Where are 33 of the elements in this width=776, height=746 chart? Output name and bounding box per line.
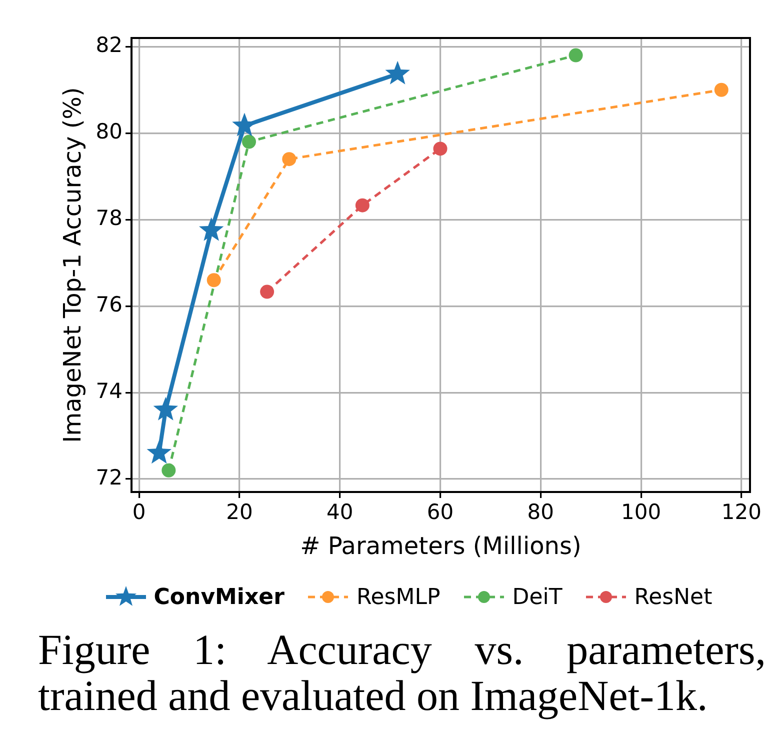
point xyxy=(433,142,448,156)
y-axis-title: ImageNet Top-1 Accuracy (%) xyxy=(58,87,87,443)
y-tick-label: 78 xyxy=(96,206,123,230)
y-tick-label: 76 xyxy=(96,292,123,317)
legend-label: DeiT xyxy=(512,584,562,610)
x-tick-label: 120 xyxy=(721,500,762,524)
x-tick-label: 40 xyxy=(326,500,354,524)
legend-label: ConvMixer xyxy=(154,584,284,610)
x-axis-title: # Parameters (Millions) xyxy=(300,532,582,560)
point xyxy=(568,48,583,62)
point xyxy=(198,217,224,241)
point xyxy=(146,440,172,464)
y-tick-label: 72 xyxy=(96,465,123,490)
point xyxy=(153,396,178,420)
x-tick-label: 80 xyxy=(527,500,554,524)
point xyxy=(162,463,176,478)
y-tick-label: 80 xyxy=(96,120,123,144)
point xyxy=(714,82,728,97)
y-tick-label: 82 xyxy=(96,33,123,58)
legend-label: ResNet xyxy=(634,584,712,610)
point xyxy=(385,60,410,84)
caption: Figure 1: Accuracy vs. parameters, trained and evaluated on ImageNet-1k. xyxy=(38,627,766,720)
x-tick-label: 100 xyxy=(621,500,662,524)
point xyxy=(260,284,274,299)
point xyxy=(355,198,370,212)
legend-label: ResMLP xyxy=(356,584,440,610)
y-tick-label: 74 xyxy=(96,379,123,404)
point xyxy=(206,273,221,288)
x-tick-label: 20 xyxy=(226,500,253,524)
point xyxy=(242,134,256,149)
point xyxy=(282,152,296,166)
x-tick-label: 60 xyxy=(426,500,454,524)
x-tick-label: 0 xyxy=(132,500,146,524)
